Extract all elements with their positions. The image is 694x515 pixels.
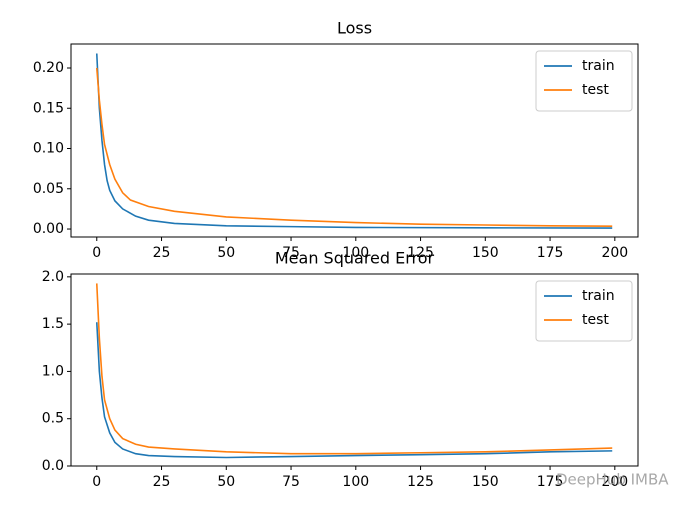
chart-title: Loss	[337, 19, 372, 38]
axes-frame	[70, 43, 639, 238]
data-line	[95, 53, 613, 229]
y-tick-label: 0.5	[42, 411, 64, 427]
x-tick-label: 150	[472, 245, 499, 261]
y-tick-label: 0.10	[33, 141, 64, 157]
x-tick-label: 100	[342, 245, 369, 261]
data-line	[95, 322, 613, 459]
x-tick-label: 50	[217, 245, 235, 261]
x-tick-label: 150	[472, 474, 499, 490]
legend-label: test	[582, 82, 609, 98]
data-line	[95, 283, 613, 455]
x-tick-label: 25	[153, 245, 171, 261]
legend-label: train	[582, 58, 615, 74]
chart-title: Mean Squared Error	[275, 249, 435, 268]
x-tick-label: 25	[153, 474, 171, 490]
axes-frame	[70, 273, 639, 467]
x-tick-label: 75	[282, 245, 300, 261]
x-tick-label: 200	[601, 245, 628, 261]
y-tick-label: 2.0	[42, 269, 64, 285]
legend-label: test	[582, 312, 609, 328]
y-tick-label: 0.05	[33, 181, 64, 197]
x-tick-label: 125	[407, 474, 434, 490]
watermark: DeepHub IMBA	[556, 471, 669, 489]
x-tick-label: 0	[92, 474, 101, 490]
y-tick-label: 0.0	[42, 458, 64, 474]
x-tick-label: 100	[342, 474, 369, 490]
x-tick-label: 175	[537, 474, 564, 490]
legend-label: train	[582, 288, 615, 304]
x-tick-label: 75	[282, 474, 300, 490]
y-tick-label: 0.15	[33, 100, 64, 116]
y-tick-label: 1.5	[42, 316, 64, 332]
x-tick-label: 125	[407, 245, 434, 261]
data-line	[95, 67, 613, 228]
y-tick-label: 0.00	[33, 221, 64, 237]
y-tick-label: 0.20	[33, 60, 64, 76]
x-tick-label: 175	[537, 245, 564, 261]
x-tick-label: 50	[217, 474, 235, 490]
y-tick-label: 1.0	[42, 363, 64, 379]
x-tick-label: 200	[601, 474, 628, 490]
x-tick-label: 0	[92, 245, 101, 261]
